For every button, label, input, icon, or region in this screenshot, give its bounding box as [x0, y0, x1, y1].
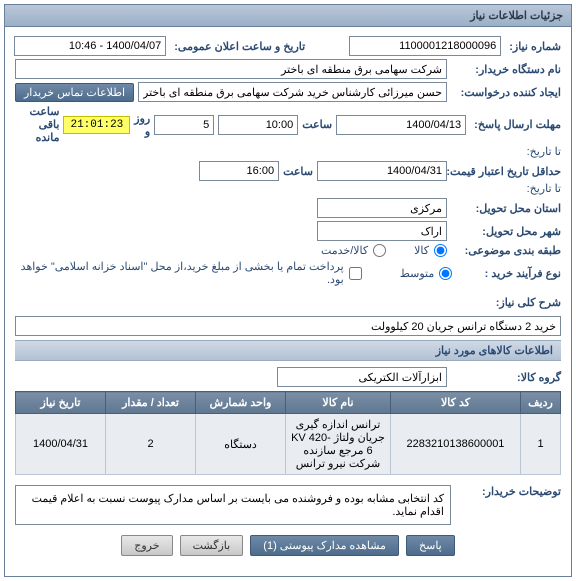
- cell-qty: 2: [106, 414, 196, 475]
- panel-title: جزئیات اطلاعات نیاز: [5, 5, 571, 27]
- back-button[interactable]: بازگشت: [180, 535, 244, 556]
- th-name: نام کالا: [286, 392, 391, 414]
- buyer-org-input[interactable]: [15, 59, 447, 79]
- exit-button[interactable]: خروج: [121, 535, 172, 556]
- partial-pay-label: پرداخت تمام یا بخشی از مبلغ خرید،از محل …: [19, 260, 344, 286]
- grp-goods-radio[interactable]: [434, 244, 447, 257]
- announce-input[interactable]: [14, 36, 166, 56]
- from-to-label-2: تا تاریخ:: [451, 182, 561, 195]
- delivery-city-label: شهر محل تحویل:: [451, 225, 561, 238]
- answer-deadline-label: مهلت ارسال پاسخ:: [470, 118, 561, 131]
- need-no-label: شماره نیاز:: [505, 40, 561, 53]
- price-valid-time-input[interactable]: [199, 161, 279, 181]
- grp-service-radio[interactable]: [373, 244, 386, 257]
- proc-medium-radio[interactable]: [439, 267, 452, 280]
- button-bar: پاسخ مشاهده مدارک پیوستی (1) بازگشت خروج: [15, 529, 561, 566]
- details-panel: جزئیات اطلاعات نیاز شماره نیاز: تاریخ و …: [4, 4, 572, 577]
- answer-time-input[interactable]: [218, 115, 298, 135]
- items-table: ردیف کد کالا نام کالا واحد شمارش تعداد /…: [15, 391, 561, 475]
- hour-label-1: ساعت: [302, 118, 332, 131]
- cell-row: 1: [521, 414, 561, 475]
- th-unit: واحد شمارش: [196, 392, 286, 414]
- price-valid-label: حداقل تاریخ اعتبار قیمت:: [451, 165, 561, 178]
- buyer-note-label: توضیحات خریدار:: [451, 485, 561, 498]
- partial-pay-checkbox[interactable]: [349, 267, 362, 280]
- creator-input[interactable]: [138, 82, 447, 102]
- grouping-label: طبقه بندی موضوعی:: [451, 244, 561, 257]
- remain-label: ساعت باقی مانده: [15, 105, 59, 144]
- items-header: اطلاعات کالاهای مورد نیاز: [15, 340, 561, 361]
- delivery-province-input[interactable]: [317, 198, 447, 218]
- delivery-city-input[interactable]: [317, 221, 447, 241]
- price-valid-date-input[interactable]: [317, 161, 447, 181]
- days-and-label: روز و: [134, 112, 150, 138]
- from-to-label-1: تا تاریخ:: [451, 145, 561, 158]
- form-section: شماره نیاز: تاریخ و ساعت اعلان عمومی: نا…: [5, 27, 571, 576]
- countdown-timer: 21:01:23: [63, 116, 130, 134]
- th-row: ردیف: [521, 392, 561, 414]
- answer-date-input[interactable]: [336, 115, 466, 135]
- grp-goods-label: کالا: [414, 244, 429, 257]
- contact-buyer-button[interactable]: اطلاعات تماس خریدار: [15, 83, 134, 102]
- buyer-note-box: کد انتخابی مشابه بوده و فروشنده می بایست…: [15, 485, 451, 525]
- th-qty: تعداد / مقدار: [106, 392, 196, 414]
- answer-button[interactable]: پاسخ: [406, 535, 455, 556]
- table-row[interactable]: 1 2283210138600001 ترانس اندازه گیری جری…: [16, 414, 561, 475]
- process-type-label: نوع فرآیند خرید :: [456, 267, 561, 280]
- proc-medium-label: متوسط: [400, 267, 435, 280]
- announce-label: تاریخ و ساعت اعلان عمومی:: [170, 40, 305, 53]
- general-desc-label: شرح کلی نیاز:: [451, 296, 561, 309]
- attachments-button[interactable]: مشاهده مدارک پیوستی (1): [250, 535, 399, 556]
- general-desc-input[interactable]: [15, 316, 561, 336]
- days-remaining-input[interactable]: [154, 115, 214, 135]
- cell-unit: دستگاه: [196, 414, 286, 475]
- cell-need-date: 1400/04/31: [16, 414, 106, 475]
- need-no-input[interactable]: [349, 36, 501, 56]
- creator-label: ایجاد کننده درخواست:: [451, 86, 561, 99]
- hour-label-2: ساعت: [283, 165, 313, 178]
- buyer-org-label: نام دستگاه خریدار:: [451, 63, 561, 76]
- group-input[interactable]: [277, 367, 447, 387]
- delivery-province-label: استان محل تحویل:: [451, 202, 561, 215]
- th-code: کد کالا: [391, 392, 521, 414]
- grp-service-label: کالا/خدمت: [321, 244, 368, 257]
- th-need-date: تاریخ نیاز: [16, 392, 106, 414]
- cell-code: 2283210138600001: [391, 414, 521, 475]
- group-label: گروه کالا:: [451, 371, 561, 384]
- cell-name: ترانس اندازه گیری جریان ولتاژ KV 420-6 م…: [286, 414, 391, 475]
